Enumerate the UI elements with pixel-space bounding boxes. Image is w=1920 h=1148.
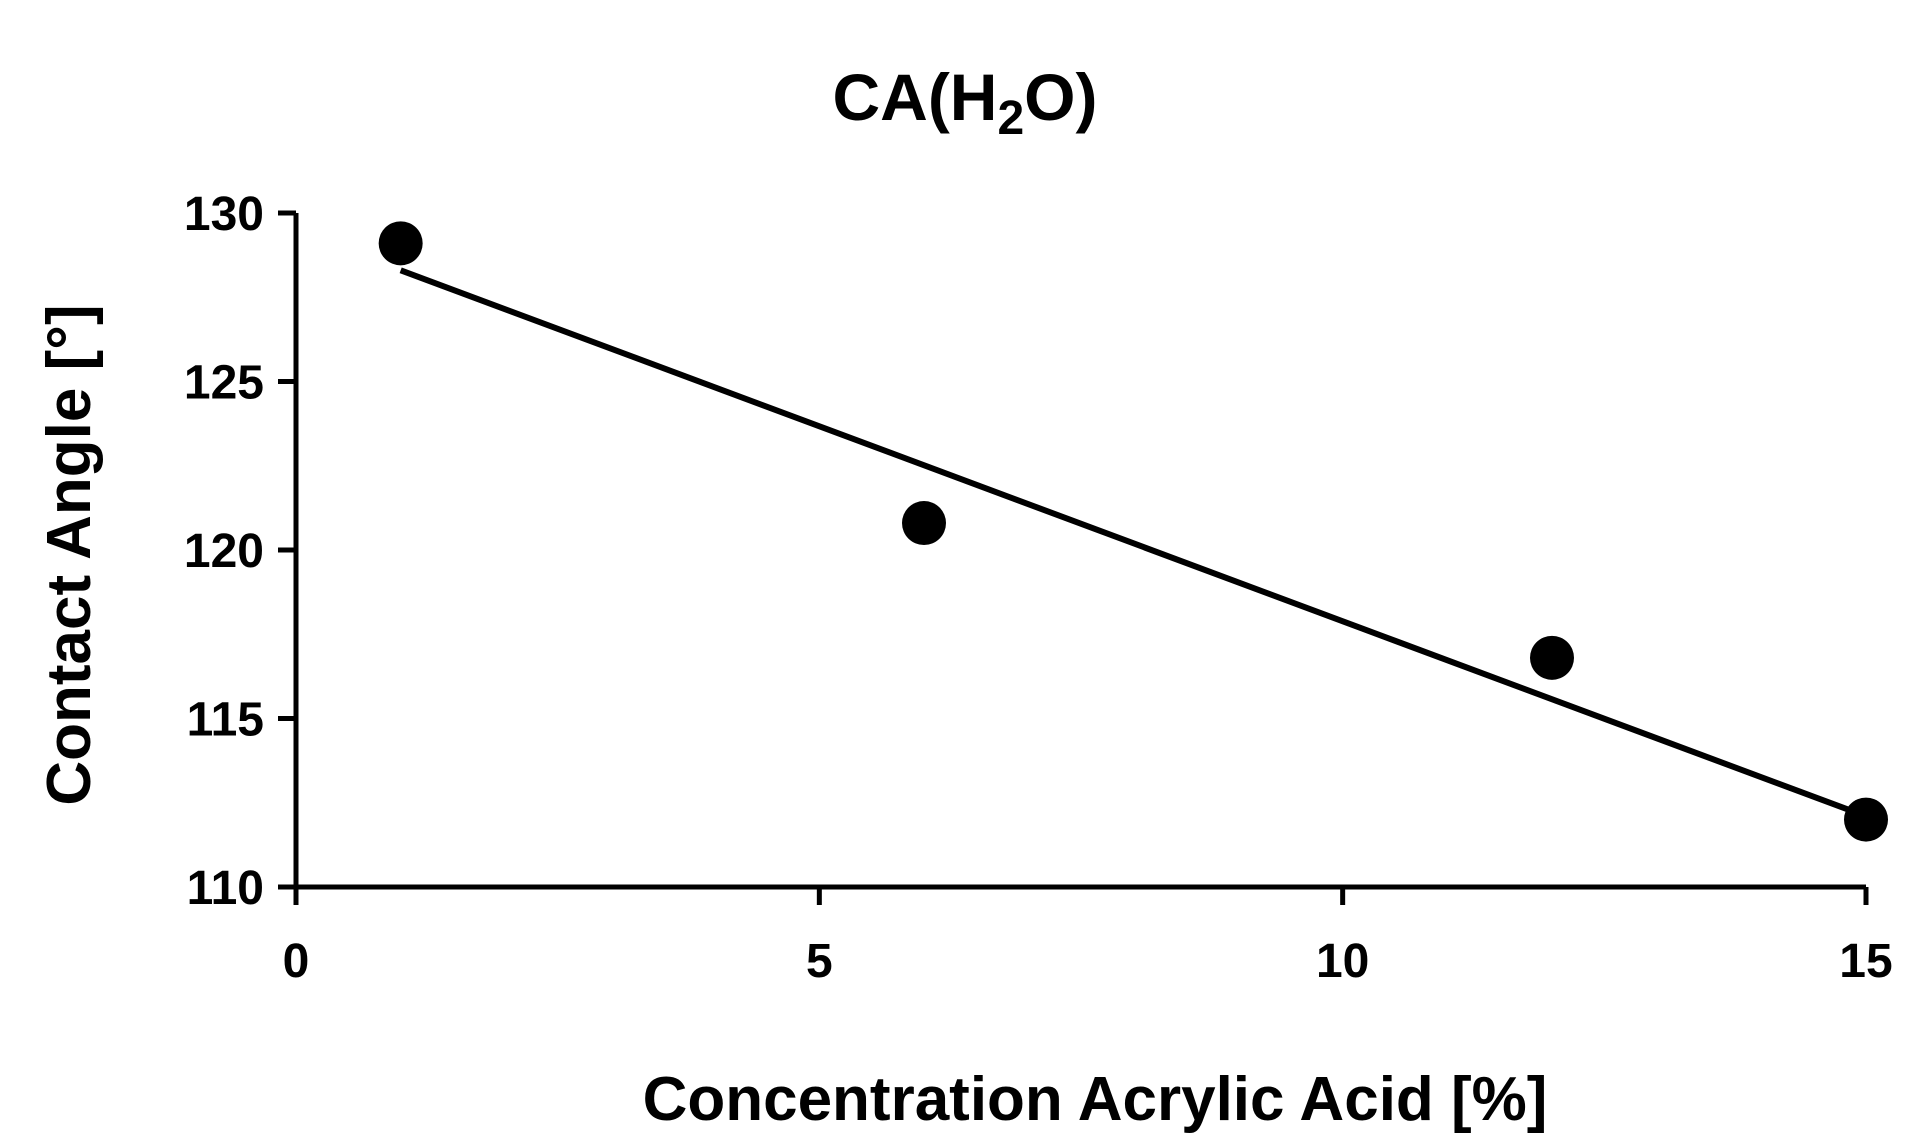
x-tick-label: 5 <box>806 935 833 988</box>
data-point <box>378 221 423 266</box>
x-axis-title: Concentration Acrylic Acid [%] <box>643 1065 1548 1134</box>
chart-title-suffix: O) <box>1024 60 1097 134</box>
data-point <box>1530 635 1574 680</box>
data-points <box>378 221 1888 842</box>
y-axis-title: Contact Angle [°] <box>35 304 104 805</box>
trendline <box>399 267 1868 820</box>
data-point <box>1844 797 1888 842</box>
y-tick-label: 120 <box>184 525 264 578</box>
y-tick-label: 125 <box>184 357 264 410</box>
x-tick-label: 10 <box>1316 935 1369 988</box>
x-tick-label: 0 <box>283 935 310 988</box>
trendline-group <box>399 267 1868 820</box>
chart-title-subscript: 2 <box>997 92 1024 145</box>
x-tick-label: 15 <box>1839 935 1892 988</box>
chart-title-prefix: CA(H <box>833 60 998 134</box>
data-point <box>902 501 946 546</box>
y-tick-label: 130 <box>184 188 264 241</box>
y-tick-label: 110 <box>187 862 264 915</box>
y-tick-label: 115 <box>187 694 264 747</box>
axes <box>278 213 1866 905</box>
chart-title-text: CA(H2O) <box>833 60 1098 145</box>
chart-title: CA(H2O) <box>833 60 1098 145</box>
ticks: 110 115 120 125 130 0 5 10 15 <box>184 188 1893 988</box>
